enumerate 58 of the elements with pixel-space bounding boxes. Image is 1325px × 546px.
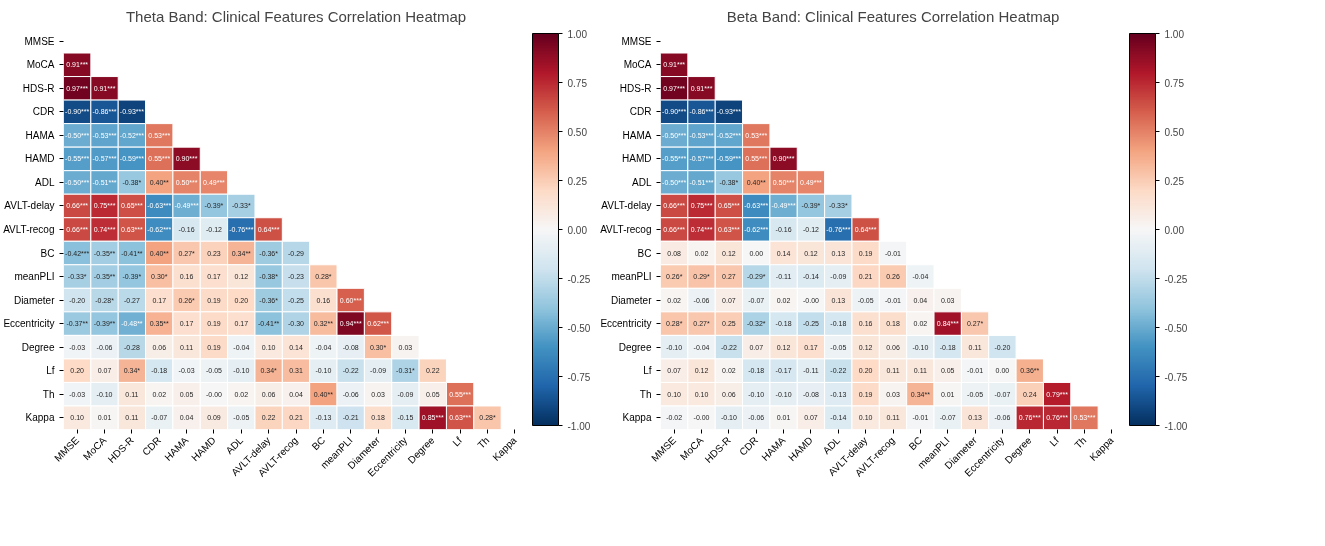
color-bar-label: -0.50 xyxy=(567,322,591,334)
y-tick-label: MMSE xyxy=(621,35,652,47)
x-tick-label: Th xyxy=(1072,434,1089,451)
y-tick-label: HAMA xyxy=(622,129,652,141)
y-tick-label: Degree xyxy=(618,341,652,353)
y-tick-label: Eccentricity xyxy=(3,318,55,330)
color-bar-label: -1.00 xyxy=(567,420,591,432)
y-tick-label: MoCA xyxy=(623,59,652,71)
y-tick-label: meanPLI xyxy=(611,271,652,283)
y-tick-label: HAMA xyxy=(25,129,55,141)
color-bar-label: 1.00 xyxy=(567,28,588,40)
y-tick-label: Lf xyxy=(643,365,652,377)
color-bar-label: 0.00 xyxy=(1164,224,1185,236)
color-bar-label: 0.75 xyxy=(1164,77,1185,89)
y-tick-label: HAMD xyxy=(25,153,55,165)
color-bar-label: 1.00 xyxy=(1164,28,1185,40)
color-bar-label: -0.25 xyxy=(567,273,591,285)
color-bar-label: 0.75 xyxy=(567,77,588,89)
y-tick-label: ADL xyxy=(632,176,652,188)
y-tick-label: Diameter xyxy=(610,294,653,306)
y-tick-label: Th xyxy=(639,388,652,400)
y-tick-label: CDR xyxy=(32,106,55,118)
x-tick-label: Lf xyxy=(450,434,465,449)
chart-title: Theta Band: Clinical Features Correlation Heatmap xyxy=(125,7,467,25)
y-tick-label: meanPLI xyxy=(14,271,55,283)
y-tick-label: BC xyxy=(637,247,652,259)
color-bar-label: -0.50 xyxy=(1164,322,1188,334)
y-tick-label: HDS-R xyxy=(22,82,55,94)
y-tick-label: AVLT-delay xyxy=(4,200,55,212)
color-bar-label: -0.75 xyxy=(1164,371,1188,383)
color-bar-label: 0.00 xyxy=(567,224,588,236)
color-bar-label: -1.00 xyxy=(1164,420,1188,432)
y-tick-label: Eccentricity xyxy=(600,318,652,330)
y-tick-label: Lf xyxy=(46,365,55,377)
y-tick-label: HDS-R xyxy=(619,82,652,94)
y-tick-label: Degree xyxy=(21,341,55,353)
color-bar-label: -0.25 xyxy=(1164,273,1188,285)
y-tick-label: CDR xyxy=(629,106,652,118)
y-tick-label: HAMD xyxy=(622,153,652,165)
y-tick-label: ADL xyxy=(35,176,55,188)
y-tick-label: Kappa xyxy=(25,412,55,424)
color-bar-label: 0.25 xyxy=(567,175,588,187)
x-tick-label: Lf xyxy=(1047,434,1062,449)
color-bar-label: 0.50 xyxy=(567,126,588,138)
y-tick-label: BC xyxy=(40,247,55,259)
y-tick-label: Th xyxy=(42,388,55,400)
y-tick-label: MoCA xyxy=(26,59,55,71)
color-bar-label: -0.75 xyxy=(567,371,591,383)
color-bar-label: 0.50 xyxy=(1164,126,1185,138)
chart-title: Beta Band: Clinical Features Correlation Heatmap xyxy=(726,7,1060,25)
y-tick-label: Diameter xyxy=(13,294,56,306)
y-tick-label: AVLT-delay xyxy=(601,200,652,212)
y-tick-label: Kappa xyxy=(622,412,652,424)
y-tick-label: MMSE xyxy=(24,35,55,47)
y-tick-label: AVLT-recog xyxy=(3,224,55,235)
y-tick-label: AVLT-recog xyxy=(600,224,652,235)
color-bar-label: 0.25 xyxy=(1164,175,1185,187)
x-tick-label: Th xyxy=(475,434,492,451)
